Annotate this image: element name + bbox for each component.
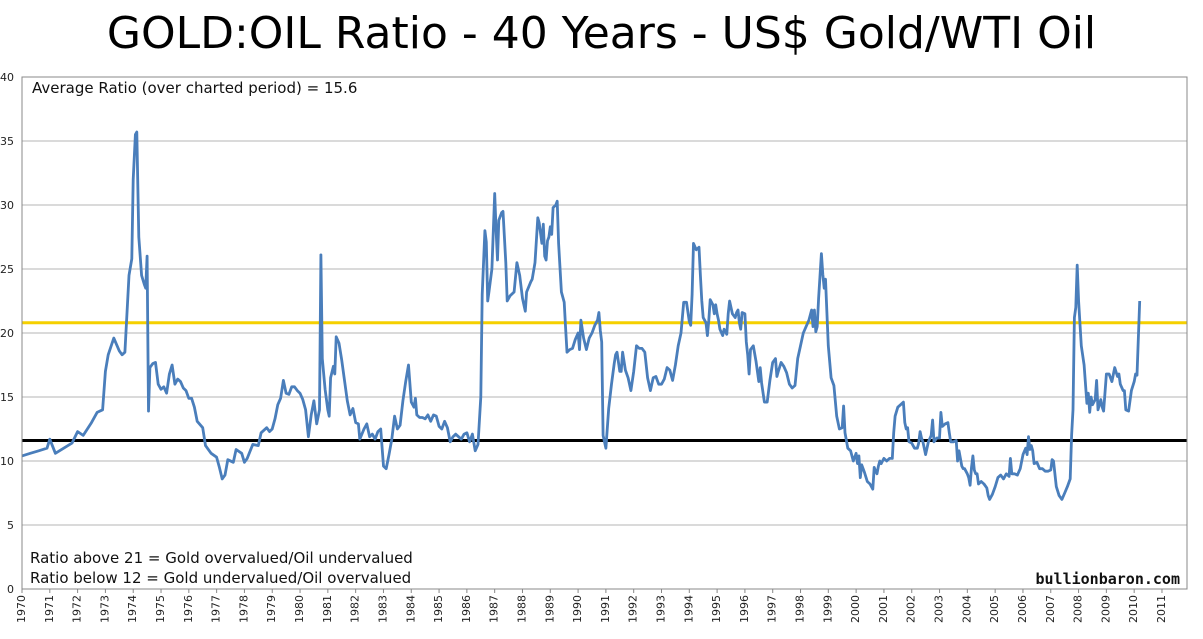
x-tick-label: 2009	[1099, 595, 1112, 623]
x-tick-label: 1985	[432, 595, 445, 623]
x-tick-label: 1978	[237, 595, 250, 623]
average-annotation: Average Ratio (over charted period) = 15…	[32, 79, 357, 97]
x-tick-label: 2011	[1155, 595, 1168, 623]
y-tick-label: 25	[0, 263, 14, 276]
x-tick-label: 2003	[933, 595, 946, 623]
x-tick-label: 1981	[321, 595, 334, 623]
y-tick-label: 10	[0, 455, 14, 468]
above-annotation: Ratio above 21 = Gold overvalued/Oil und…	[30, 549, 413, 567]
x-tick-label: 1988	[515, 595, 528, 623]
x-tick-label: 1980	[293, 595, 306, 623]
x-tick-label: 1993	[654, 595, 667, 623]
y-axis-ticks: 0 5 10 15 20 25 30 35 40	[0, 71, 14, 596]
x-tick-label: 1970	[15, 595, 28, 623]
x-tick-label: 1992	[627, 595, 640, 623]
x-tick-label: 1991	[599, 595, 612, 623]
x-tick-label: 2000	[849, 595, 862, 623]
y-tick-label: 35	[0, 135, 14, 148]
x-tick-label: 1990	[571, 595, 584, 623]
x-tick-label: 1989	[543, 595, 556, 623]
x-tick-label: 1984	[404, 595, 417, 623]
x-tick-label: 2008	[1072, 595, 1085, 623]
series-layer	[21, 130, 1142, 501]
x-tick-label: 1971	[43, 595, 56, 623]
x-tick-label: 1995	[710, 595, 723, 623]
x-tick-label: 1986	[460, 595, 473, 623]
ratio-series-line	[21, 130, 1142, 501]
x-tick-label: 1976	[182, 595, 195, 623]
x-tick-label: 1987	[488, 595, 501, 623]
y-tick-label: 5	[7, 519, 14, 532]
grid-lines	[22, 76, 1187, 590]
x-axis-ticks: 1970 1971 1972 1973 1974 1975 1976 1977 1978 1979…	[15, 589, 1168, 623]
y-tick-label: 15	[0, 391, 14, 404]
y-tick-label: 20	[0, 327, 14, 340]
x-tick-label: 2002	[905, 595, 918, 623]
x-tick-label: 2005	[988, 595, 1001, 623]
x-tick-label: 1996	[738, 595, 751, 623]
x-tick-label: 2001	[877, 595, 890, 623]
x-tick-label: 1998	[794, 595, 807, 623]
x-tick-label: 1979	[265, 595, 278, 623]
x-tick-label: 1973	[98, 595, 111, 623]
chart-title: GOLD:OIL Ratio - 40 Years - US$ Gold/WTI…	[106, 8, 1097, 59]
x-tick-label: 1972	[71, 595, 84, 623]
x-tick-label: 2007	[1044, 595, 1057, 623]
x-tick-label: 1997	[766, 595, 779, 623]
x-tick-label: 1977	[210, 595, 223, 623]
x-tick-label: 1983	[376, 595, 389, 623]
below-annotation: Ratio below 12 = Gold undervalued/Oil ov…	[30, 569, 411, 587]
y-tick-label: 30	[0, 199, 14, 212]
y-tick-label: 40	[0, 71, 14, 84]
x-tick-label: 1975	[154, 595, 167, 623]
x-tick-label: 2004	[960, 595, 973, 623]
x-tick-label: 1974	[126, 595, 139, 623]
source-watermark: bullionbaron.com	[1036, 570, 1181, 588]
x-tick-label: 1982	[349, 595, 362, 623]
y-tick-label: 0	[7, 583, 14, 596]
x-tick-label: 2010	[1127, 595, 1140, 623]
x-tick-label: 2006	[1016, 595, 1029, 623]
x-tick-label: 1999	[821, 595, 834, 623]
x-tick-label: 1994	[682, 595, 695, 623]
plot-area-border	[21, 76, 1188, 590]
